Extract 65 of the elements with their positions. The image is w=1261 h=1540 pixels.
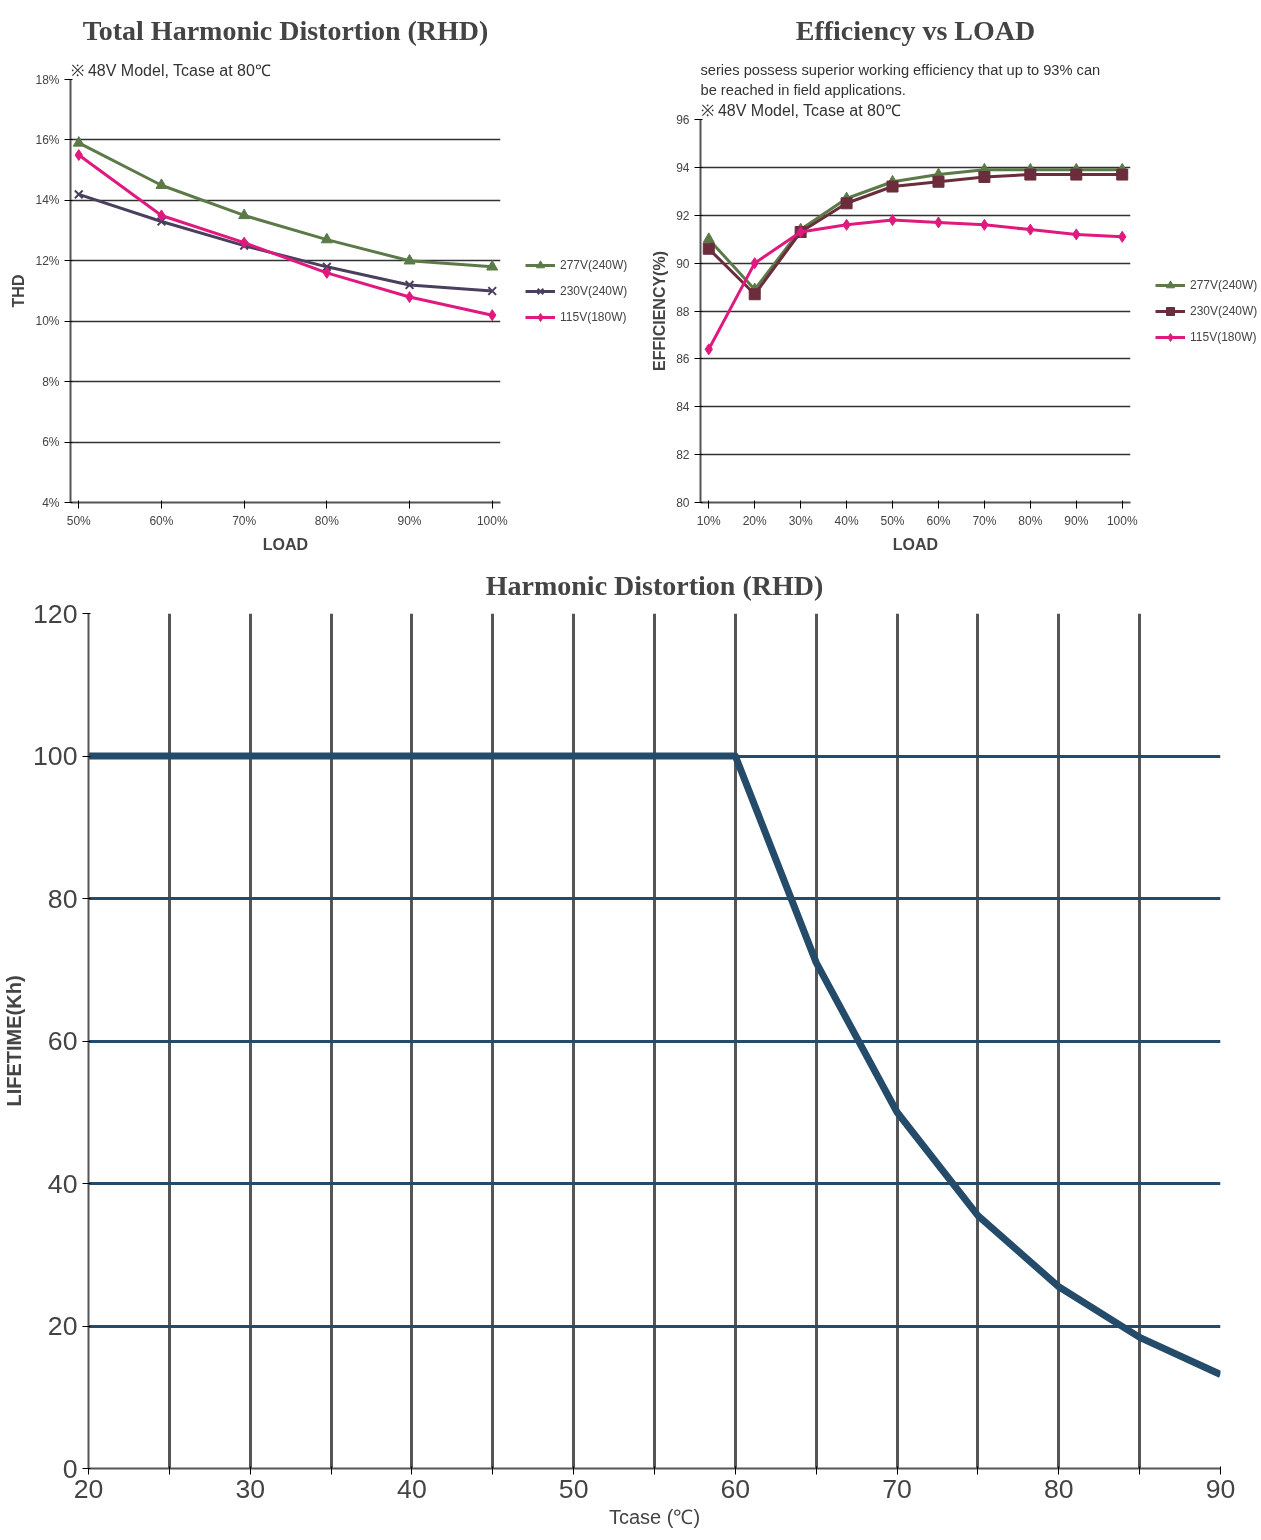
legend-label: 230V(240W) [1190,303,1258,318]
y-tick-label: 84 [676,400,690,415]
x-tick-label: 50% [66,513,92,528]
x-tick-label: 50% [880,513,905,528]
x-tick-label: 30 [235,1473,266,1504]
y-tick-label: 92 [676,208,690,223]
x-tick-label: 80% [1018,513,1043,528]
x-tick-label: 20% [742,513,768,528]
y-tick-label: 20 [47,1311,78,1341]
y-tick-label: 94 [676,160,690,175]
chart-subtitle: ※ 48V Model, Tcase at 80℃ [700,101,901,119]
y-tick-label: 90 [676,256,690,271]
chart-subtitle: ※ 48V Model, Tcase at 80℃ [70,61,271,79]
y-axis-title: EFFICIENCY(%) [651,251,669,371]
y-tick-label: 120 [33,598,78,629]
y-tick-label: 12% [35,253,60,268]
y-tick-label: 88 [676,304,690,319]
y-axis-title: THD [10,274,28,308]
y-tick-label: 40 [47,1168,78,1199]
x-tick-label: 10% [696,513,722,528]
text: be reached in field applications. [700,81,906,98]
y-tick-label: 14% [35,193,60,208]
y-tick-label: 86 [676,352,690,367]
legend-label: 115V(180W) [560,309,627,324]
x-tick-label: 90 [1205,1473,1236,1504]
legend-label: 115V(180W) [1190,329,1257,344]
y-tick-label: 100 [33,741,78,771]
y-tick-label: 18% [35,72,60,87]
x-tick-label: 70% [972,513,997,528]
x-tick-label: 30% [788,513,813,528]
y-tick-label: 96 [676,113,690,127]
text: series possess superior working efficiency that up to 93% can [700,61,1101,78]
y-tick-label: 80 [676,496,690,510]
y-tick-label: 10% [35,314,60,329]
x-tick-label: 90% [397,513,422,528]
x-tick-label: 80 [1043,1473,1074,1504]
x-tick-label: 80% [314,513,340,528]
x-tick-label: 60% [149,513,174,528]
x-axis-title: Tcase (℃) [608,1505,701,1528]
legend-label: 230V(240W) [560,283,628,298]
x-tick-label: 70 [882,1473,912,1504]
legend-label: 277V(240W) [560,257,628,272]
y-tick-label: 60 [47,1026,78,1056]
x-tick-label: 100% [1106,513,1138,528]
chart-title: Total Harmonic Distortion (RHD) [82,15,489,46]
x-tick-label: 40 [397,1473,427,1504]
x-axis-title: LOAD [262,535,309,553]
y-tick-label: 4% [42,495,60,510]
chart-title: Harmonic Distortion (RHD) [485,570,824,601]
x-tick-label: 40% [834,513,859,528]
y-tick-label: 8% [42,374,60,389]
x-tick-label: 70% [232,513,257,528]
x-tick-label: 60 [720,1473,751,1504]
legend-label: 277V(240W) [1190,277,1258,292]
chart-title: Efficiency vs LOAD [795,15,1036,46]
y-tick-label: 6% [42,435,60,450]
x-tick-label: 60% [926,513,951,528]
y-tick-label: 80 [47,883,78,914]
y-axis-title: LIFETIME(Kh) [3,975,26,1107]
x-tick-label: 50 [558,1473,589,1504]
x-axis-title: LOAD [892,535,939,553]
x-tick-label: 100% [476,513,508,528]
y-tick-label: 82 [676,448,690,463]
x-tick-label: 90% [1064,513,1089,528]
y-tick-label: 16% [35,132,60,147]
